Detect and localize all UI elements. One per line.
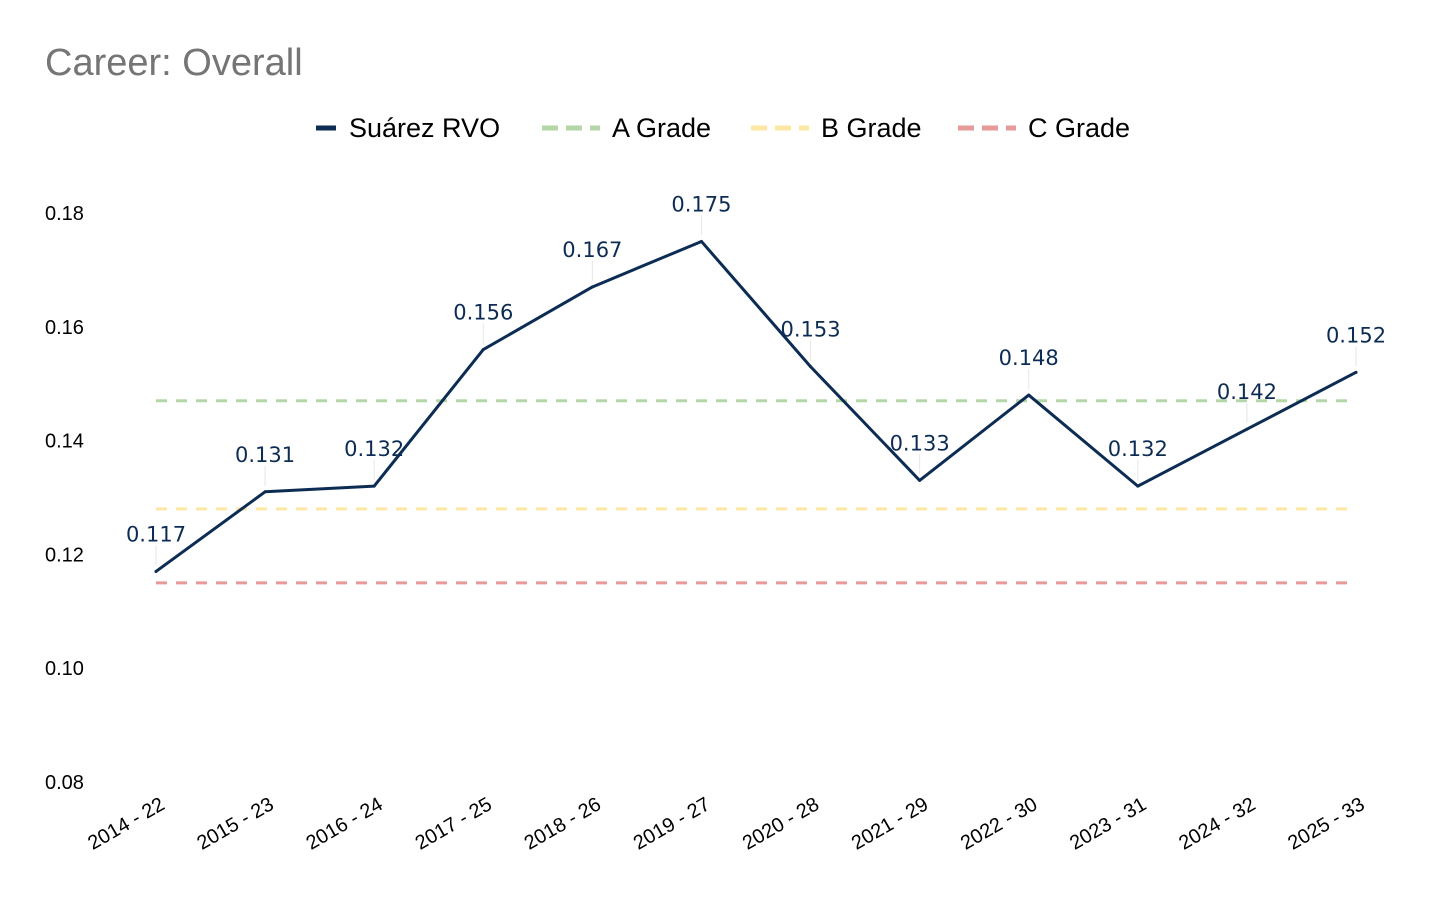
y-tick-label: 0.18 <box>45 203 84 225</box>
data-point <box>1245 427 1249 431</box>
data-point <box>1354 370 1358 374</box>
data-point <box>481 348 485 352</box>
data-label: 0.148 <box>999 346 1059 370</box>
y-tick-label: 0.16 <box>45 317 84 339</box>
x-tick-label: 2014 - 22 <box>84 793 168 854</box>
data-label: 0.132 <box>344 437 404 461</box>
x-tick-label: 2025 - 33 <box>1284 793 1368 854</box>
data-point <box>918 478 922 482</box>
data-point <box>699 239 703 243</box>
x-tick-label: 2020 - 28 <box>739 793 823 854</box>
data-label: 0.152 <box>1326 323 1386 347</box>
legend-label: A Grade <box>612 113 711 143</box>
x-tick-label: 2015 - 23 <box>193 793 277 854</box>
x-tick-label: 2024 - 32 <box>1175 793 1259 854</box>
data-point <box>372 484 376 488</box>
chart-title: Career: Overall <box>45 42 303 84</box>
x-tick-label: 2021 - 29 <box>848 793 932 854</box>
y-tick-label: 0.10 <box>45 658 84 680</box>
x-tick-label: 2022 - 30 <box>957 793 1041 854</box>
data-label: 0.132 <box>1108 437 1168 461</box>
x-tick-label: 2017 - 25 <box>412 793 496 854</box>
data-point <box>590 285 594 289</box>
data-label: 0.153 <box>780 318 840 342</box>
x-tick-label: 2023 - 31 <box>1066 793 1150 854</box>
y-tick-label: 0.14 <box>45 431 84 453</box>
data-label: 0.175 <box>671 192 731 216</box>
legend-label: C Grade <box>1028 113 1130 143</box>
legend-label: B Grade <box>821 113 922 143</box>
data-label: 0.131 <box>235 443 295 467</box>
y-tick-label: 0.08 <box>45 772 84 794</box>
data-label: 0.117 <box>126 522 186 546</box>
data-point <box>154 569 158 573</box>
data-point <box>263 490 267 494</box>
x-tick-label: 2019 - 27 <box>630 793 714 854</box>
series-line <box>154 239 1358 573</box>
data-point <box>1027 393 1031 397</box>
y-tick-label: 0.12 <box>45 544 84 566</box>
data-point <box>809 365 813 369</box>
data-point <box>1136 484 1140 488</box>
x-tick-label: 2016 - 24 <box>302 793 386 854</box>
legend-label: Suárez RVO <box>349 113 500 143</box>
data-label: 0.156 <box>453 301 513 325</box>
data-label: 0.142 <box>1217 380 1277 404</box>
data-label: 0.167 <box>562 238 622 262</box>
x-tick-label: 2018 - 26 <box>521 793 605 854</box>
data-label: 0.133 <box>890 431 950 455</box>
